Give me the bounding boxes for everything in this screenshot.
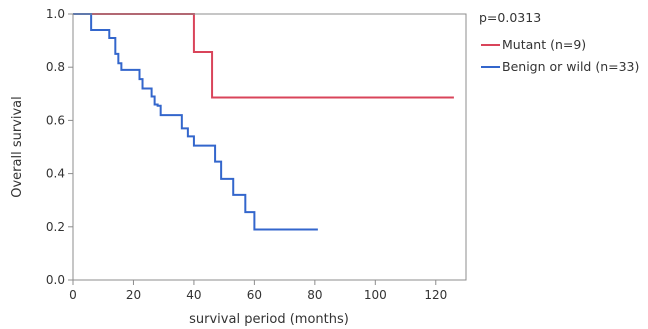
y-tick-label: 0.4: [46, 167, 65, 181]
y-tick-label: 1.0: [46, 7, 65, 21]
legend-label-mutant: Mutant (n=9): [502, 37, 586, 52]
series-line-mutant: [73, 13, 454, 99]
x-tick-label: 120: [424, 288, 447, 302]
x-tick-label: 40: [186, 288, 201, 302]
y-axis-title: Overall survival: [10, 96, 25, 198]
legend-label-benign-or-wild: Benign or wild (n=33): [502, 59, 639, 74]
plot-frame: [72, 13, 467, 281]
y-tick-label: 0.2: [46, 220, 65, 234]
x-axis-ticks: 0 20 40 60 80 100 120: [69, 280, 447, 302]
series-line-benign-or-wild: [73, 13, 318, 231]
x-tick-label: 20: [126, 288, 141, 302]
legend: Mutant (n=9) Benign or wild (n=33): [481, 37, 639, 74]
x-tick-label: 100: [364, 288, 387, 302]
x-tick-label: 0: [69, 288, 77, 302]
p-value-annotation: p=0.0313: [479, 10, 541, 25]
x-tick-label: 60: [247, 288, 262, 302]
x-tick-label: 80: [307, 288, 322, 302]
x-axis-title: survival period (months): [189, 312, 349, 327]
y-tick-label: 0.8: [46, 60, 65, 74]
series-layer: [73, 13, 454, 231]
y-tick-label: 0.6: [46, 113, 65, 127]
y-tick-label: 0.0: [46, 273, 65, 287]
y-axis-ticks: 0.0 0.2 0.4 0.6 0.8 1.0: [46, 7, 73, 287]
